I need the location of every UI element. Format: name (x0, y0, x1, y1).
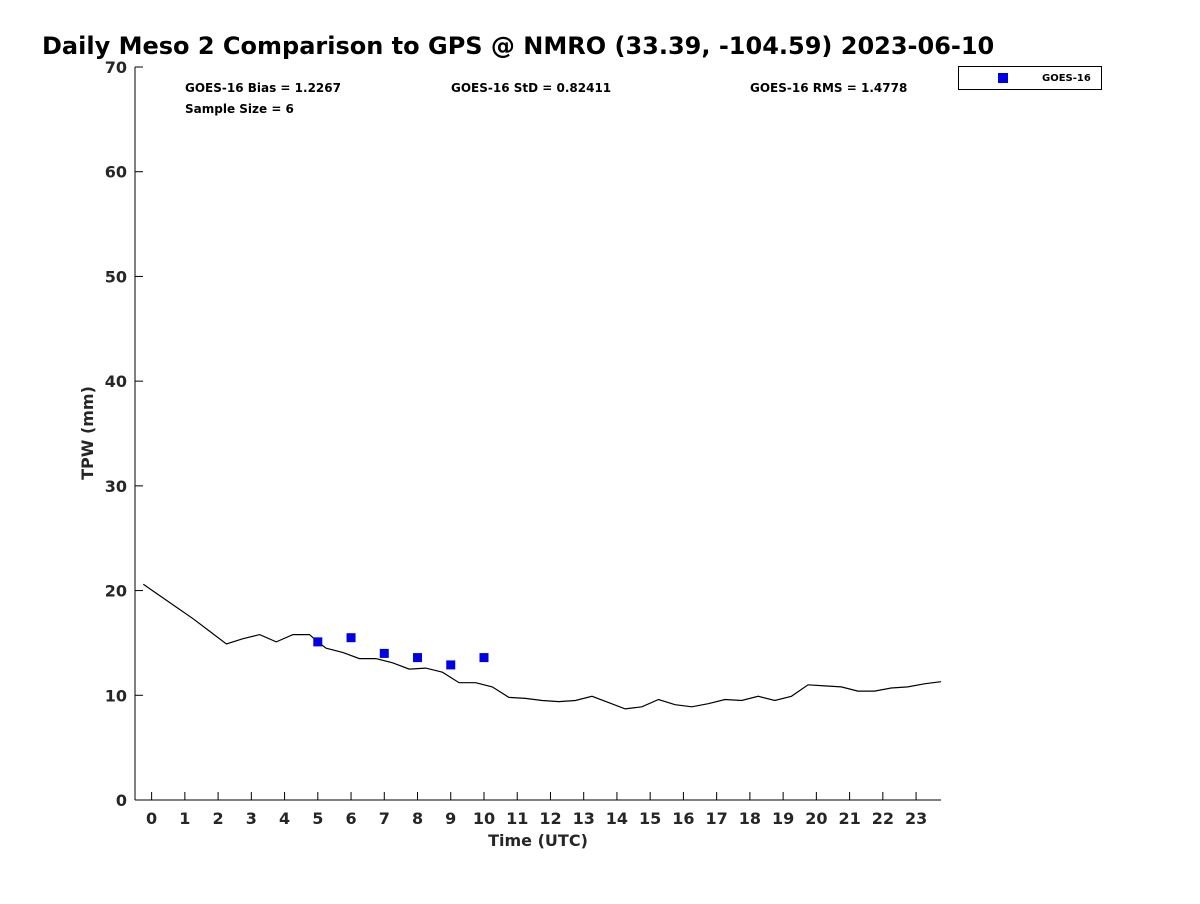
y-tick-label: 0 (116, 791, 127, 810)
goes16-point (446, 660, 456, 670)
stat-std: GOES-16 StD = 0.82411 (451, 81, 611, 95)
y-tick-label: 20 (105, 582, 127, 601)
x-tick-label: 16 (672, 809, 694, 828)
y-tick-label: 30 (105, 477, 127, 496)
x-axis-label: Time (UTC) (488, 831, 588, 850)
x-tick-label: 2 (213, 809, 224, 828)
x-tick-label: 13 (573, 809, 595, 828)
y-tick-label: 40 (105, 372, 127, 391)
x-tick-label: 23 (905, 809, 927, 828)
legend-box (958, 66, 1102, 90)
goes16-point (313, 637, 323, 647)
gps-tpw-line (142, 583, 942, 710)
x-tick-label: 6 (345, 809, 356, 828)
x-tick-label: 20 (805, 809, 827, 828)
y-tick-label: 60 (105, 163, 127, 182)
x-tick-label: 4 (279, 809, 290, 828)
stat-bias: GOES-16 Bias = 1.2267 (185, 81, 341, 95)
x-tick-label: 3 (246, 809, 257, 828)
x-tick-label: 10 (473, 809, 495, 828)
y-tick-label: 50 (105, 267, 127, 286)
x-tick-label: 5 (312, 809, 323, 828)
y-axis-label: TPW (mm) (78, 386, 97, 480)
x-ticks: 0 1 2 3 4 5 6 7 8 9 10 11 12 13 14 15 16 17 18 19 20 21 22 23 (146, 792, 927, 828)
x-tick-label: 21 (838, 809, 860, 828)
x-tick-label: 11 (506, 809, 528, 828)
x-tick-label: 1 (179, 809, 190, 828)
x-tick-label: 17 (706, 809, 728, 828)
x-tick-label: 18 (739, 809, 761, 828)
goes16-point (479, 653, 489, 663)
y-tick-label: 70 (105, 58, 127, 77)
goes16-point (346, 633, 356, 643)
stat-rms: GOES-16 RMS = 1.4778 (750, 81, 907, 95)
x-tick-label: 8 (412, 809, 423, 828)
legend-label-goes16: GOES-16 (1042, 73, 1091, 84)
x-tick-label: 19 (772, 809, 794, 828)
y-tick-label: 10 (105, 686, 127, 705)
y-ticks: 0 10 20 30 40 50 60 70 (105, 58, 143, 810)
stat-sample-size: Sample Size = 6 (185, 102, 294, 116)
x-tick-label: 7 (379, 809, 390, 828)
chart-title: Daily Meso 2 Comparison to GPS @ NMRO (3… (42, 32, 994, 60)
x-tick-label: 15 (639, 809, 661, 828)
x-tick-label: 0 (146, 809, 157, 828)
legend: GOES-16 (958, 66, 1102, 90)
x-tick-label: 22 (872, 809, 894, 828)
series (142, 583, 942, 710)
x-tick-label: 9 (445, 809, 456, 828)
x-tick-label: 12 (539, 809, 561, 828)
goes16-point (379, 648, 389, 658)
x-tick-label: 14 (606, 809, 628, 828)
goes16-point (413, 653, 423, 663)
axes (134, 67, 941, 801)
legend-marker (998, 73, 1008, 83)
